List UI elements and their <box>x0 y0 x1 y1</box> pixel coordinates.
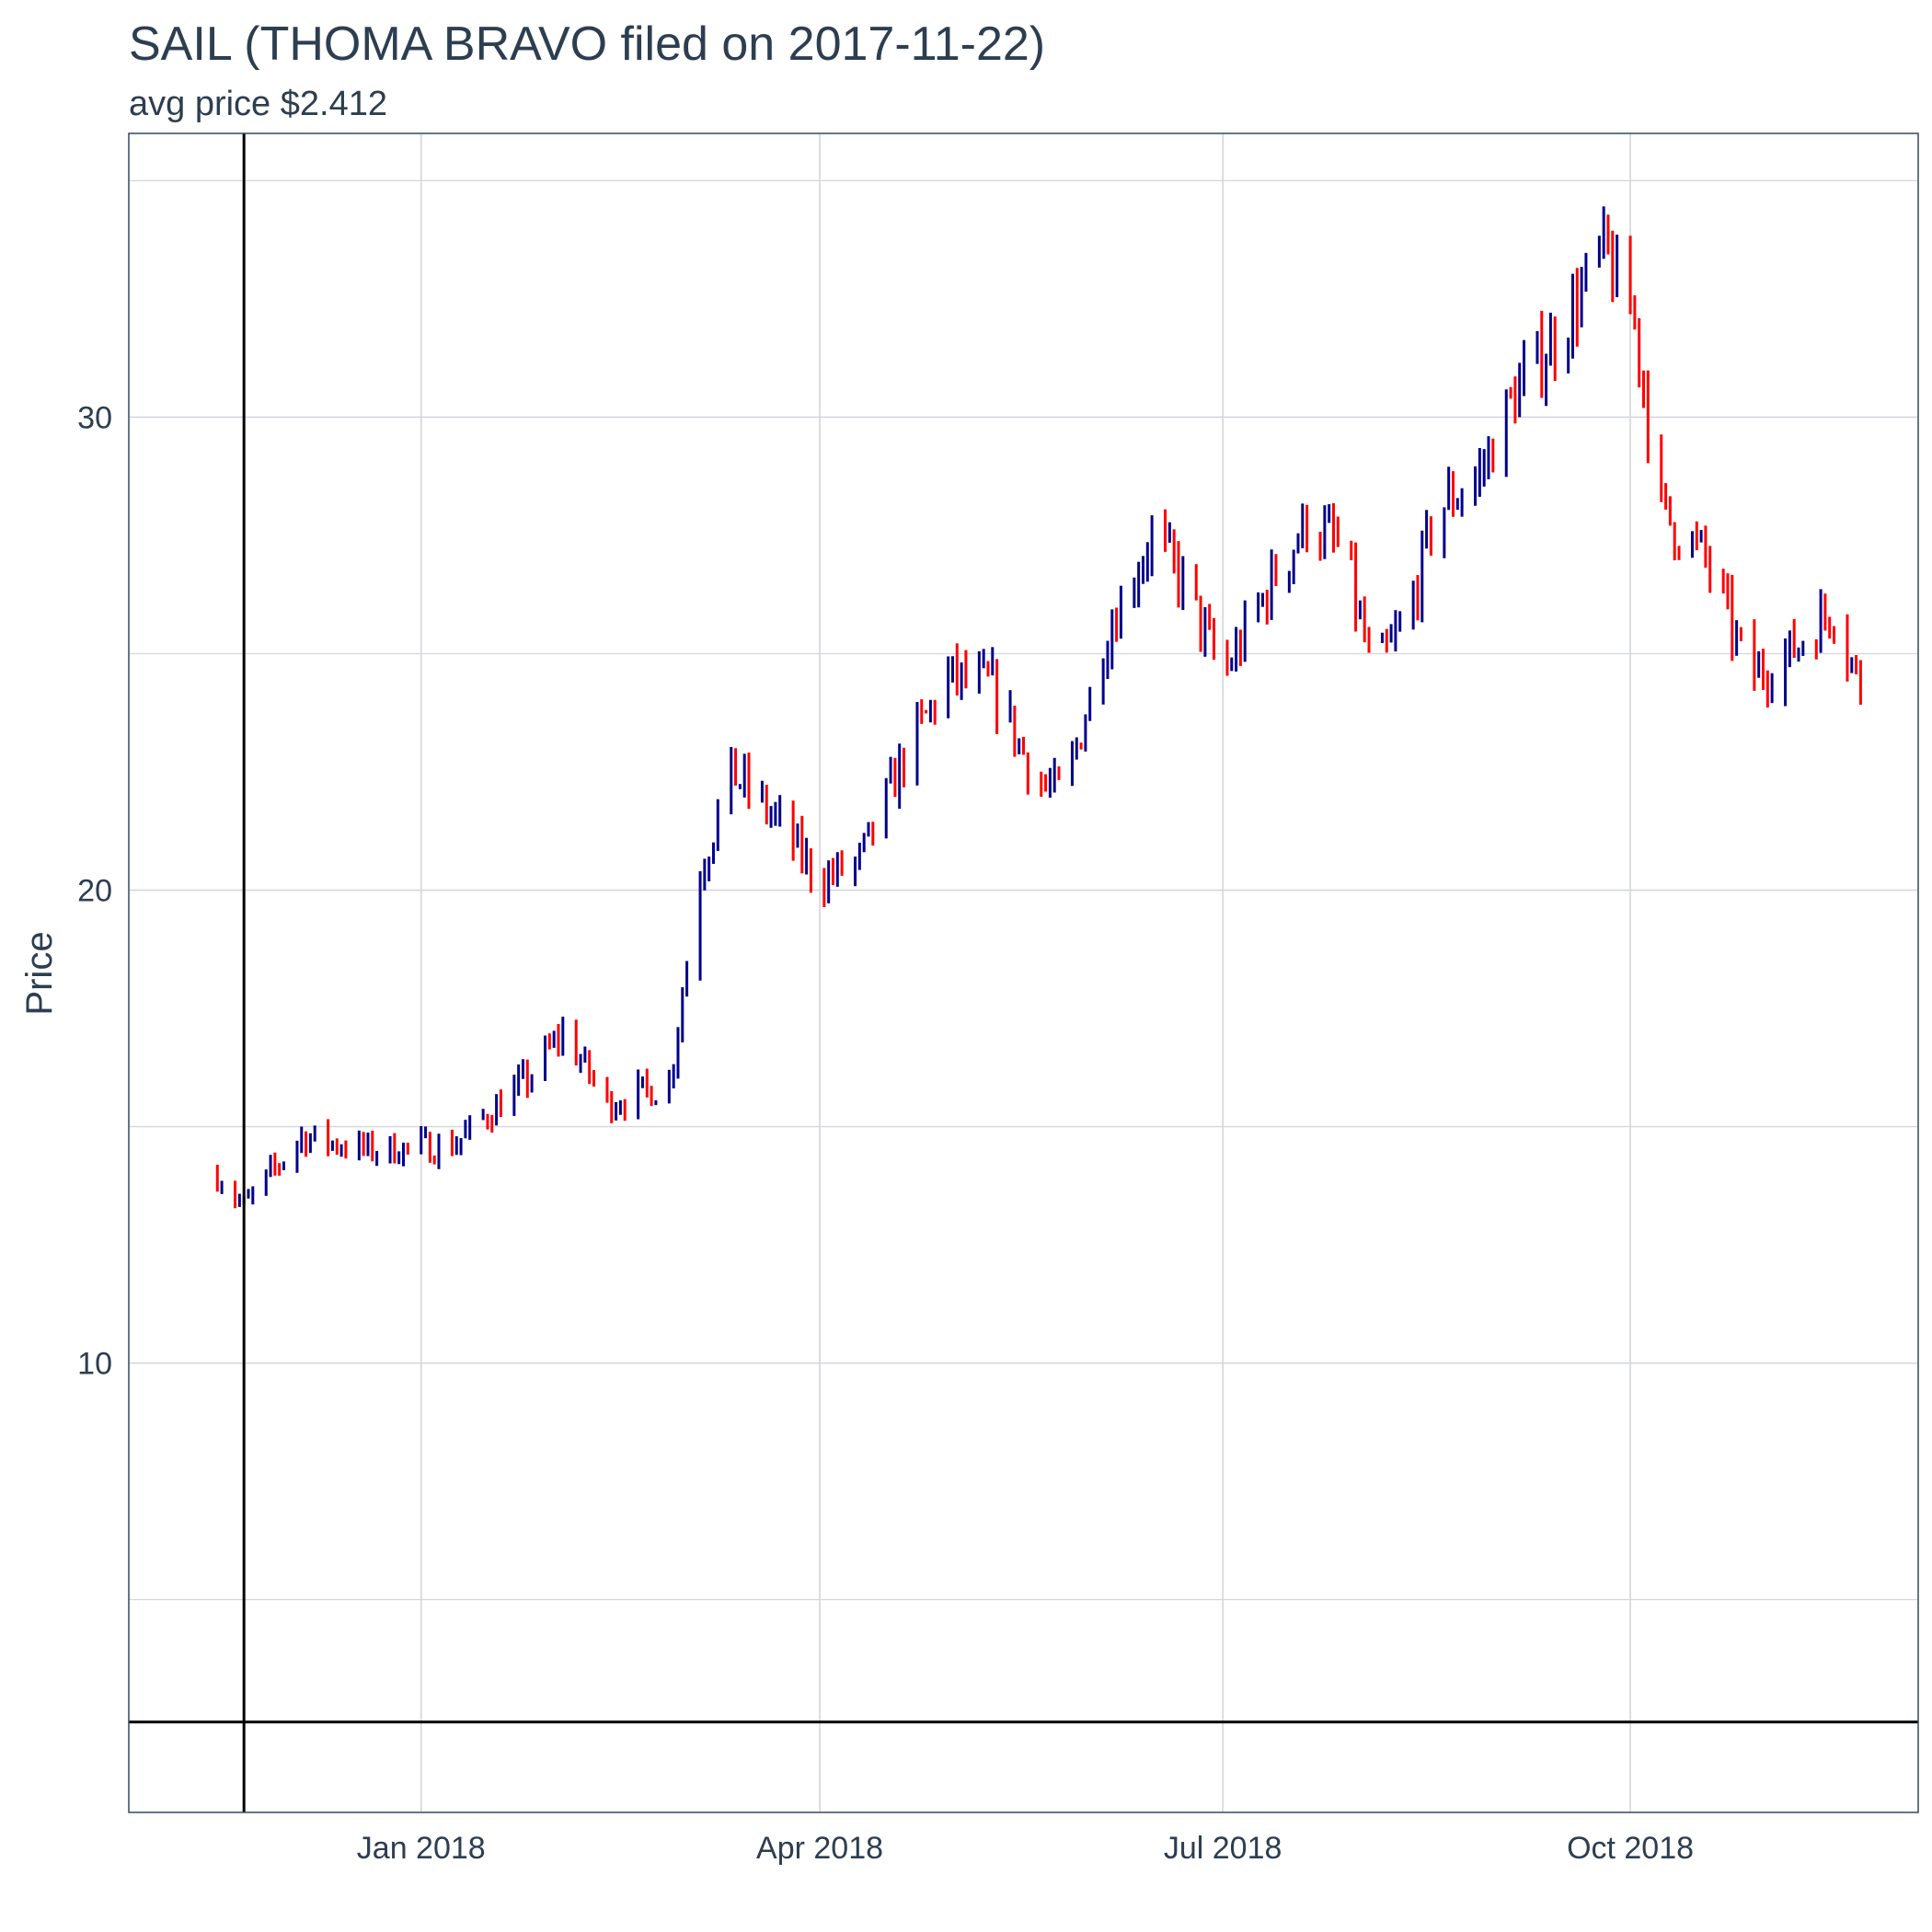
plot-panel-border <box>128 132 1919 1813</box>
y-axis-title: Price <box>19 931 60 1015</box>
y-tick-label: 10 <box>77 1347 112 1382</box>
x-tick-label: Jul 2018 <box>1164 1831 1282 1866</box>
y-tick-label: 20 <box>77 874 112 909</box>
axis-labels: 10 20 30 Jan 2018 Apr 2018 Jul 2018 Oct 2018 <box>77 400 1694 1866</box>
x-tick-label: Oct 2018 <box>1567 1831 1694 1866</box>
chart-subtitle: avg price $2.412 <box>129 85 387 123</box>
x-tick-label: Apr 2018 <box>756 1831 883 1866</box>
gridlines <box>129 133 1918 1812</box>
y-tick-label: 30 <box>77 400 112 435</box>
chart-title: SAIL (THOMA BRAVO filed on 2017-11-22) <box>129 17 1046 71</box>
x-tick-label: Jan 2018 <box>357 1831 486 1866</box>
reference-lines <box>129 133 1918 1812</box>
price-bars <box>215 206 1862 1209</box>
